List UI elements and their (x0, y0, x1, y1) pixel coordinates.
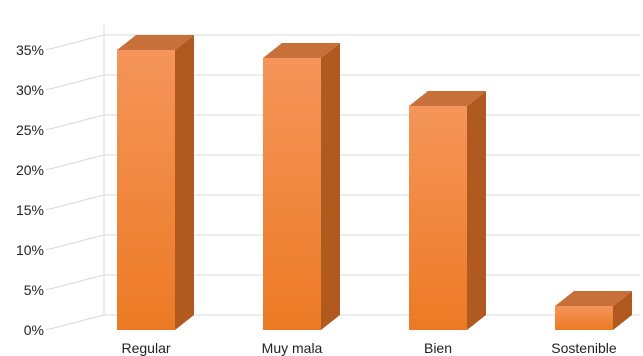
y-tick-label: 5% (24, 282, 44, 298)
bar-sostenible (555, 291, 632, 330)
bar-regular (117, 35, 194, 330)
y-tick-label: 0% (24, 322, 44, 338)
x-category-label: Muy mala (262, 340, 323, 356)
bar-side (321, 43, 340, 330)
bar-front (409, 106, 467, 330)
x-axis-labels: Regular Muy mala Bien Sostenible (121, 340, 616, 356)
bar-cap (117, 35, 194, 50)
bar-front (555, 306, 613, 330)
y-axis-ticks: 0% 5% 10% 15% 20% 25% 30% 35% (16, 42, 44, 338)
bar-front (263, 58, 321, 330)
y-tick-label: 15% (16, 202, 44, 218)
y-tick-label: 25% (16, 122, 44, 138)
bar-side (467, 91, 486, 330)
bar-cap (555, 291, 632, 306)
bar-muy-mala (263, 43, 340, 330)
bar-side (613, 291, 632, 330)
y-tick-label: 35% (16, 42, 44, 58)
bar-front (117, 50, 175, 330)
gridlines (45, 25, 640, 331)
x-category-label: Bien (424, 340, 452, 356)
bar-cap (263, 43, 340, 58)
bars (117, 35, 632, 330)
x-category-label: Regular (121, 340, 170, 356)
y-tick-label: 10% (16, 242, 44, 258)
bar-cap (409, 91, 486, 106)
bar-bien (409, 91, 486, 330)
y-tick-label: 20% (16, 162, 44, 178)
y-tick-label: 30% (16, 82, 44, 98)
x-category-label: Sostenible (551, 340, 617, 356)
bar-side (175, 35, 194, 330)
